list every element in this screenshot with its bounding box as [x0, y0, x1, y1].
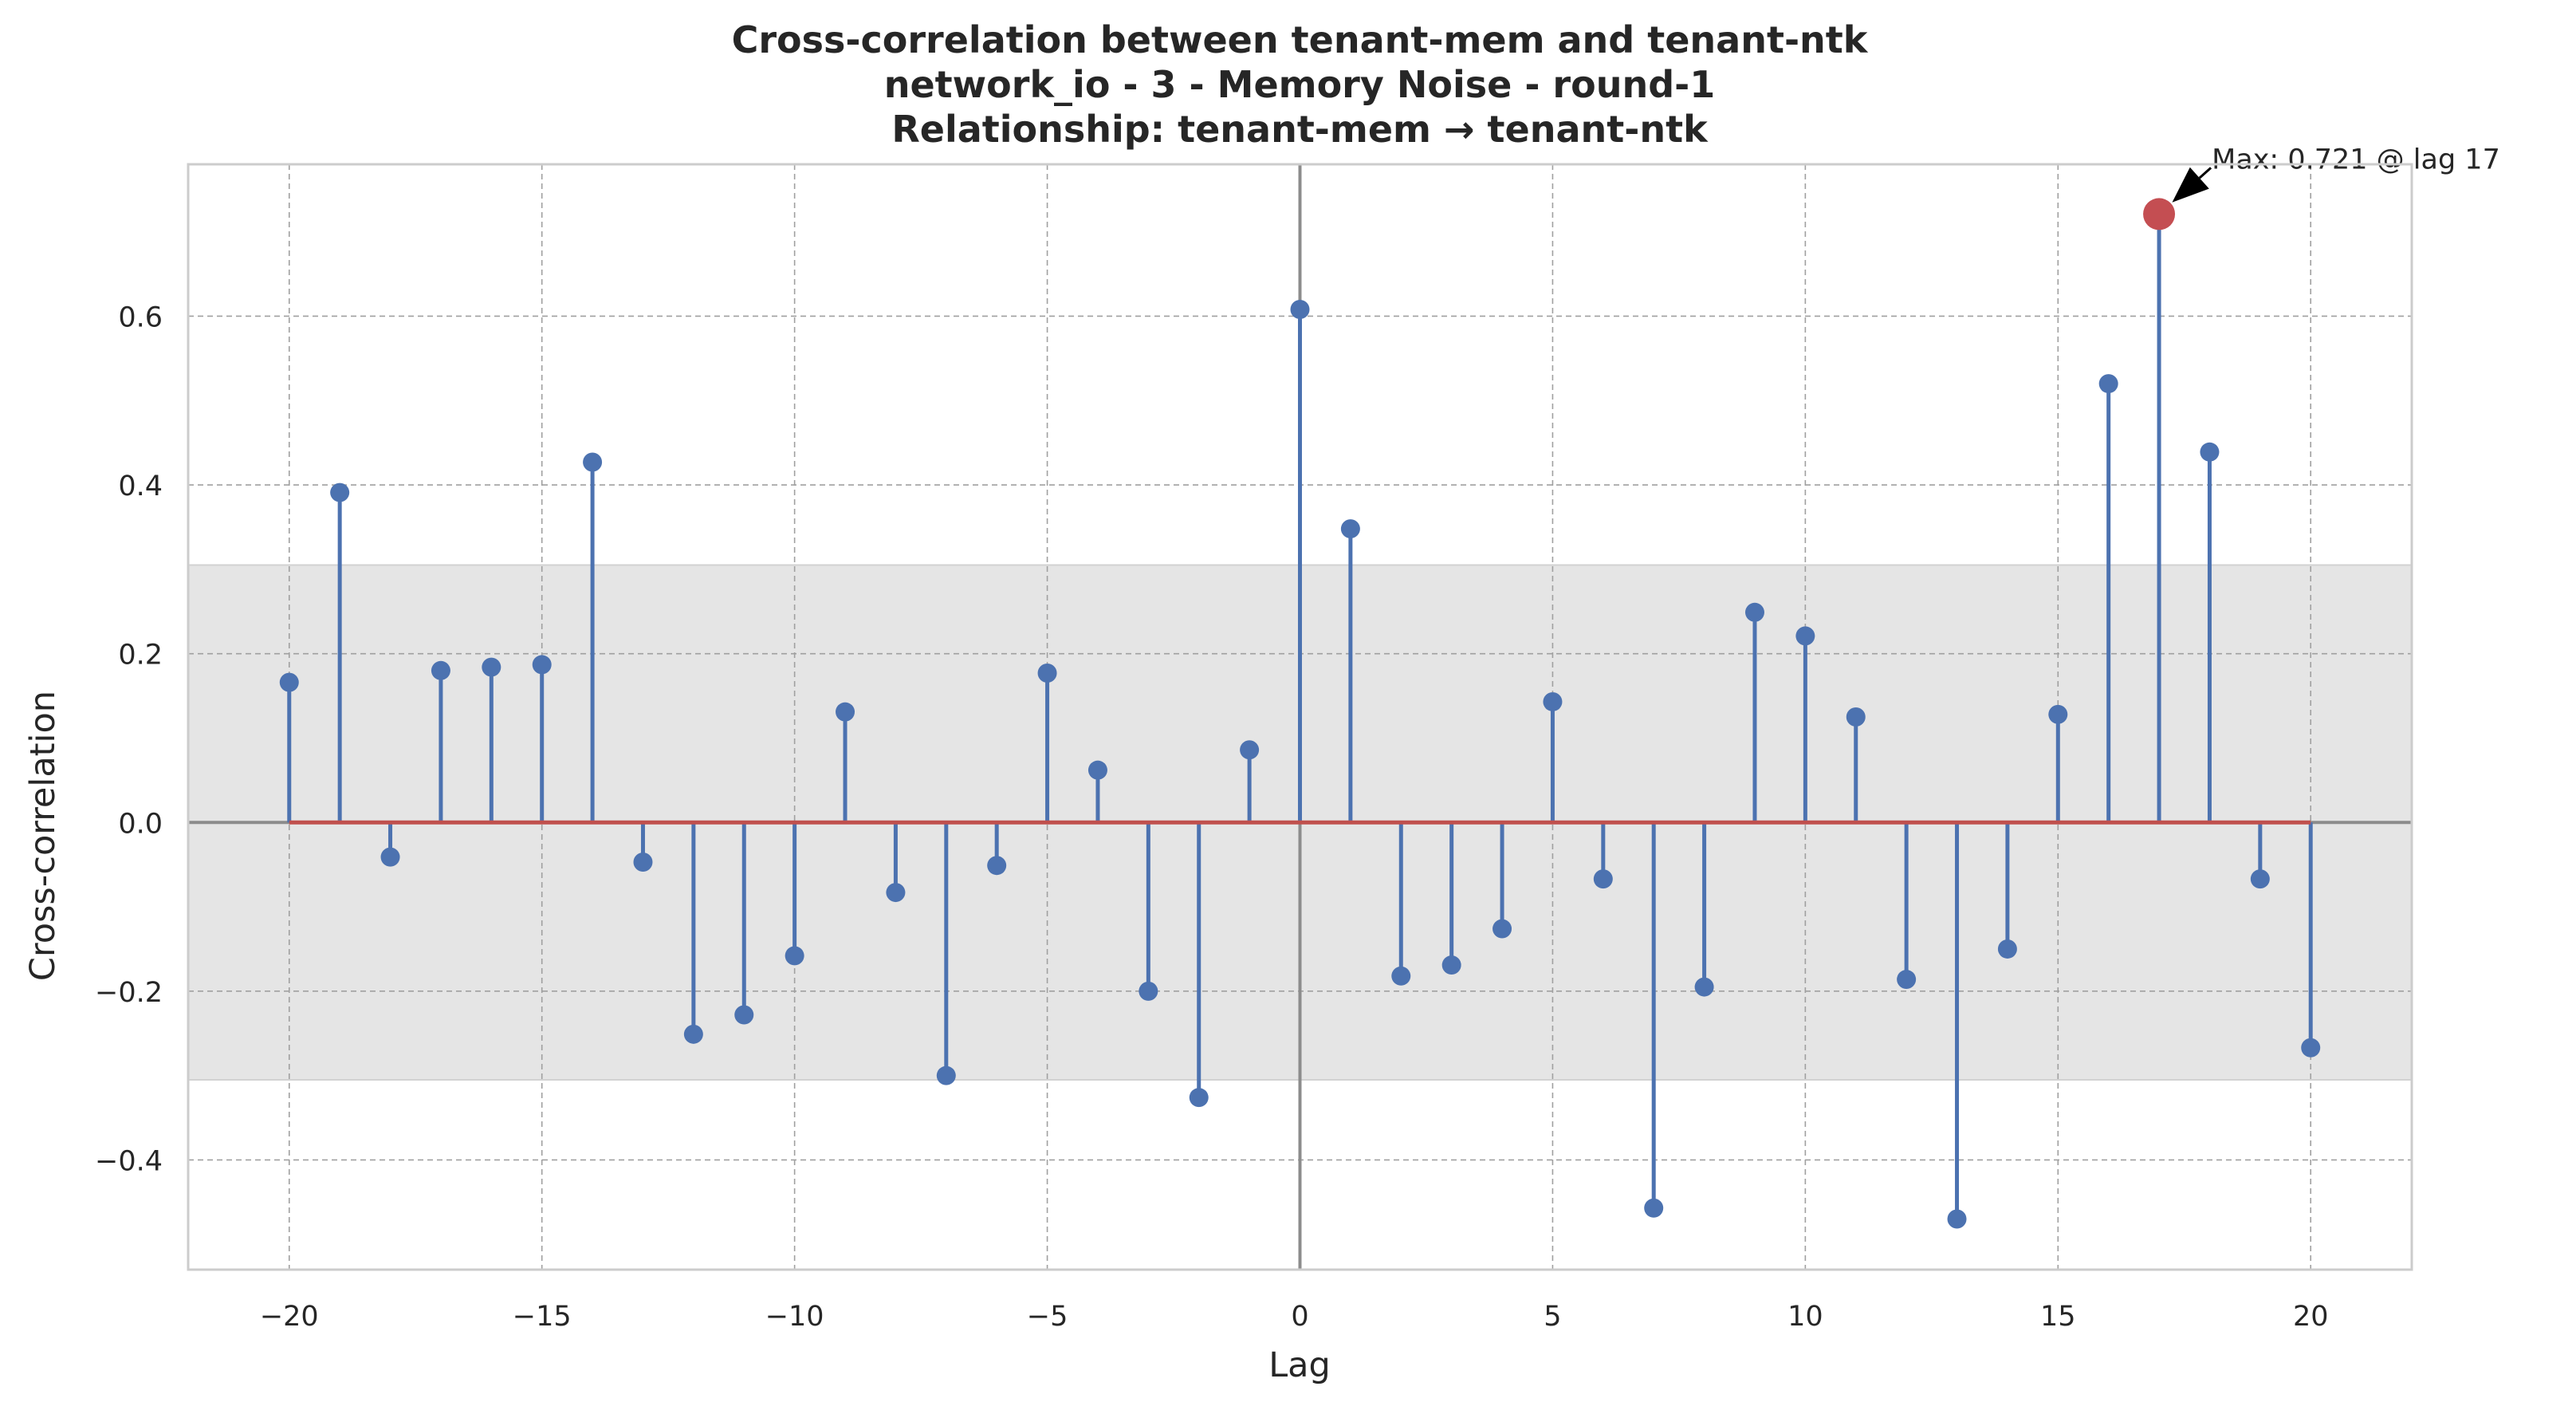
stem-marker-18	[1189, 1088, 1209, 1108]
y-tick-label-3: 0.2	[118, 640, 163, 672]
stem-marker-25	[1543, 691, 1563, 711]
x-axis-label: Lag	[1268, 1345, 1331, 1385]
stem-marker-8	[683, 1024, 703, 1044]
chart-title-line-3: Relationship: tenant-mem → tenant-ntk	[891, 108, 1709, 151]
chart-title-line-2: network_io - 3 - Memory Noise - round-1	[884, 63, 1716, 106]
stem-marker-14	[987, 856, 1007, 876]
stem-marker-13	[936, 1065, 956, 1085]
stem-marker-22	[1391, 966, 1411, 986]
stem-marker-26	[1593, 869, 1613, 889]
stem-marker-15	[1037, 663, 1057, 683]
stem-marker-20	[1290, 299, 1310, 319]
x-tick-label-5: 5	[1544, 1301, 1561, 1333]
stem-marker-38	[2200, 442, 2220, 462]
x-tick-label-6: 10	[1787, 1301, 1823, 1333]
stem-marker-32	[1897, 970, 1917, 990]
stem-marker-33	[1947, 1209, 1967, 1229]
stem-marker-9	[734, 1005, 754, 1025]
y-tick-label-5: 0.6	[118, 301, 163, 333]
stem-marker-7	[633, 852, 653, 872]
stem-marker-16	[1087, 760, 1107, 780]
x-tick-label-3: −5	[1027, 1301, 1068, 1333]
y-tick-label-0: −0.4	[95, 1145, 163, 1177]
chart-title-line-1: Cross-correlation between tenant-mem and…	[732, 18, 1869, 61]
stem-marker-4	[482, 657, 501, 677]
stem-marker-3	[431, 660, 450, 680]
x-tick-label-8: 20	[2293, 1301, 2329, 1333]
stem-marker-6	[583, 452, 603, 472]
annotation-arrow-shaft	[2198, 167, 2212, 179]
x-tick-label-4: 0	[1291, 1301, 1308, 1333]
stem-marker-34	[1997, 939, 2017, 959]
y-tick-label-4: 0.4	[118, 471, 163, 502]
stem-marker-21	[1340, 519, 1360, 539]
stem-marker-40	[2301, 1038, 2321, 1058]
x-tick-label-1: −15	[513, 1301, 572, 1333]
plot-frame	[187, 163, 2413, 1271]
stem-marker-19	[1240, 740, 1260, 760]
x-tick-label-2: −10	[765, 1301, 824, 1333]
stem-marker-39	[2250, 869, 2270, 889]
stem-marker-24	[1493, 919, 1512, 939]
y-tick-label-2: 0.0	[118, 808, 163, 840]
x-tick-label-0: −20	[260, 1301, 319, 1333]
max-point-marker	[2143, 198, 2176, 230]
stem-marker-28	[1694, 977, 1714, 997]
annotation-arrow-head	[2172, 167, 2209, 203]
stem-marker-30	[1795, 626, 1815, 646]
stem-marker-23	[1441, 955, 1461, 975]
max-annotation: Max: 0.721 @ lag 17	[2212, 144, 2500, 175]
y-tick-label-1: −0.2	[95, 977, 163, 1009]
x-tick-label-7: 15	[2040, 1301, 2076, 1333]
stem-marker-31	[1846, 707, 1866, 727]
stem-marker-10	[785, 946, 804, 966]
stem-marker-2	[380, 847, 400, 867]
stem-marker-36	[2098, 374, 2118, 394]
stem-marker-35	[2048, 704, 2068, 724]
stem-marker-29	[1744, 602, 1764, 622]
y-axis-label: Cross-correlation	[23, 691, 63, 981]
stem-marker-5	[532, 655, 552, 675]
stem-marker-12	[886, 883, 906, 903]
stem-marker-17	[1139, 981, 1158, 1001]
stem-marker-11	[836, 702, 855, 722]
stem-marker-0	[279, 672, 299, 692]
stem-marker-27	[1644, 1198, 1664, 1218]
stem-marker-1	[330, 482, 350, 502]
